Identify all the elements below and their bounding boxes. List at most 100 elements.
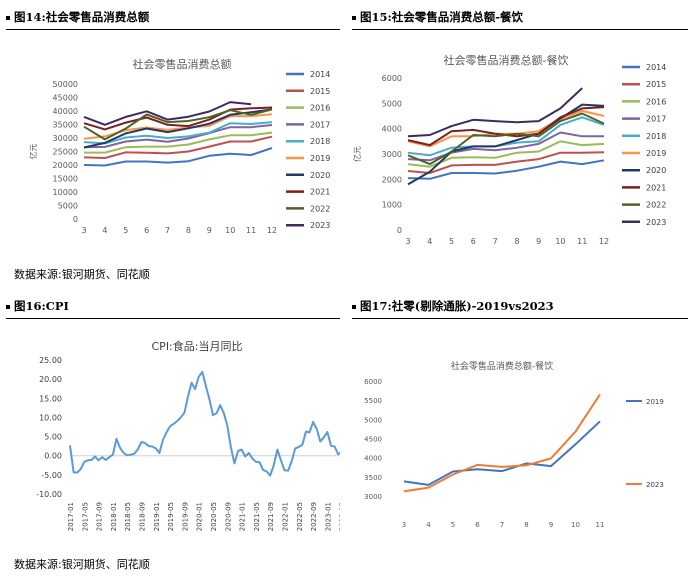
x-tick-label: 2022-01 xyxy=(282,502,290,531)
x-tick-label: 11 xyxy=(577,237,587,246)
x-tick-label: 8 xyxy=(524,521,528,529)
series-line-2019 xyxy=(407,109,605,148)
divider xyxy=(6,29,340,30)
legend-label-2018: 2018 xyxy=(310,137,330,146)
x-tick-label: 7 xyxy=(493,237,498,246)
x-tick-label: 7 xyxy=(165,226,170,235)
series-line-2018 xyxy=(83,121,273,145)
x-tick-label: 2018-05 xyxy=(124,502,132,531)
y-tick-label: 4500 xyxy=(364,436,382,444)
x-tick-label: 5 xyxy=(123,226,128,235)
y-tick-label: 3500 xyxy=(364,474,382,482)
legend-label-2015: 2015 xyxy=(646,80,666,89)
series-line-2014 xyxy=(83,147,273,167)
series-line-2020 xyxy=(83,108,273,149)
legend-label-2021: 2021 xyxy=(310,188,330,197)
x-tick-label: 2018-01 xyxy=(110,502,118,531)
legend-label-2014: 2014 xyxy=(646,63,666,72)
y-tick-label: 15.00 xyxy=(39,394,62,403)
x-tick-label: 5 xyxy=(451,521,455,529)
x-tick-label: 3 xyxy=(81,226,86,235)
y-tick-label: 4000 xyxy=(364,455,382,463)
y-tick-label: 6000 xyxy=(364,378,382,386)
x-tick-label: 10 xyxy=(555,237,565,246)
x-tick-label: 6 xyxy=(471,237,476,246)
x-tick-label: 2021-09 xyxy=(267,502,275,531)
y-tick-label: 20.00 xyxy=(39,375,62,384)
legend-label-2016: 2016 xyxy=(310,104,330,113)
x-tick-label: 2020-09 xyxy=(224,502,232,531)
y-tick-label: 35000 xyxy=(53,121,78,130)
x-tick-label: 4 xyxy=(426,521,431,529)
series-line-2017 xyxy=(407,131,604,162)
legend-label-2023: 2023 xyxy=(646,481,664,489)
chart-title: CPI:食品:当月同比 xyxy=(152,339,243,353)
y-tick-label: 25000 xyxy=(53,148,78,157)
y-tick-label: 5500 xyxy=(364,397,382,405)
series-line-2021 xyxy=(83,106,273,131)
series-line-2017 xyxy=(83,124,273,149)
x-tick-label: 2019-01 xyxy=(153,502,161,531)
chart-cpi-food: CPI:食品:当月同比 -10.00 -5.00 0.00 5.00 10.00 15.00… xyxy=(36,339,340,531)
x-tick-label: 2019-05 xyxy=(167,502,175,531)
legend-label-2017: 2017 xyxy=(310,120,330,129)
x-tick-label: 2022-09 xyxy=(310,502,318,531)
y-tick-label: 3000 xyxy=(364,493,382,501)
x-tick-label: 3 xyxy=(402,521,406,529)
x-tick-label: 9 xyxy=(207,226,212,235)
bullet-fig16 xyxy=(6,305,10,309)
figure-title-16: 图16:CPI xyxy=(14,299,69,313)
divider xyxy=(352,29,688,30)
x-tick-label: 2020-01 xyxy=(196,502,204,531)
legend-label-2017: 2017 xyxy=(646,115,666,124)
x-tick-label: 10 xyxy=(225,226,235,235)
legend-label-2020: 2020 xyxy=(646,166,666,175)
y-tick-label: 0 xyxy=(397,226,402,235)
x-tick-label: 12 xyxy=(599,237,609,246)
y-tick-label: 5000 xyxy=(382,99,402,108)
chart-title: 社会零售品消费总额-餐饮 xyxy=(451,360,553,372)
series-line-2018 xyxy=(407,116,605,157)
x-tick-label: 8 xyxy=(186,226,191,235)
y-tick-label: 15000 xyxy=(53,175,78,184)
x-tick-label: 2022-05 xyxy=(296,502,304,531)
x-tick-label: 3 xyxy=(405,237,410,246)
chart-retail-sales: 社会零售品消费总额 0 5000 10000 15000 20000 25000 30000 3… xyxy=(28,57,330,235)
y-axis-label: 亿元 xyxy=(28,144,38,160)
series-line-2020 xyxy=(407,103,605,186)
legend-label-2016: 2016 xyxy=(646,97,666,106)
x-tick-label: 11 xyxy=(246,226,256,235)
legend-label-2018: 2018 xyxy=(646,132,666,141)
x-tick-label: 9 xyxy=(536,237,541,246)
legend-label-2023: 2023 xyxy=(310,221,330,230)
x-tick-label: 8 xyxy=(514,237,519,246)
bullet-fig17 xyxy=(352,305,356,309)
y-tick-label: 5000 xyxy=(58,202,78,211)
x-tick-label: 5 xyxy=(449,237,454,246)
x-tick-label: 2023-05 xyxy=(339,502,340,531)
y-tick-label: 0 xyxy=(73,215,78,224)
legend-label-2015: 2015 xyxy=(310,87,330,96)
legend-label-2023: 2023 xyxy=(646,218,666,227)
divider xyxy=(352,318,688,319)
chart-retail-sales-catering: 社会零售品消费总额-餐饮 0 1000 2000 3000 4000 5000 6000 3 4 5… xyxy=(352,53,666,246)
x-tick-label: 4 xyxy=(427,237,432,246)
legend-label-2014: 2014 xyxy=(310,70,330,79)
x-tick-label: 4 xyxy=(102,226,107,235)
y-tick-label: 45000 xyxy=(53,94,78,103)
x-tick-label: 7 xyxy=(500,521,504,529)
y-tick-label: 40000 xyxy=(53,107,78,116)
source-note-top: 数据来源:银河期货、同花顺 xyxy=(14,268,150,281)
legend-label-2021: 2021 xyxy=(646,183,666,192)
series-line-2022 xyxy=(83,108,273,141)
bullet-fig14 xyxy=(6,16,10,20)
chart-title: 社会零售品消费总额-餐饮 xyxy=(444,53,569,67)
x-tick-label: 2017-01 xyxy=(67,502,75,531)
y-tick-label: 25.00 xyxy=(39,356,62,365)
y-tick-label: 5.00 xyxy=(44,433,62,442)
y-tick-label: 20000 xyxy=(53,161,78,170)
legend-label-2022: 2022 xyxy=(310,204,330,213)
y-tick-label: -5.00 xyxy=(41,471,62,480)
x-tick-label: 12 xyxy=(267,226,277,235)
series-line-2015 xyxy=(83,135,273,159)
